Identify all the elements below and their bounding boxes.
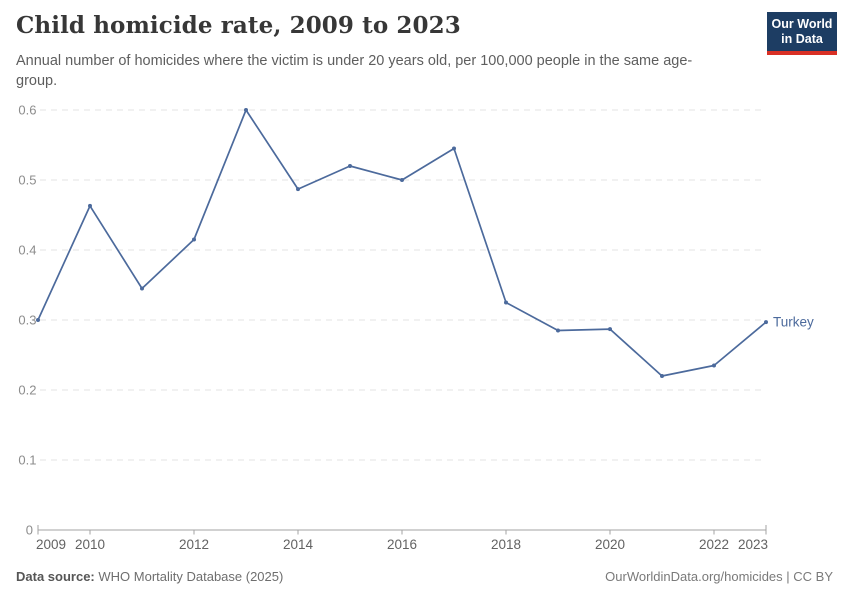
x-tick-label: 2010 [75, 537, 105, 552]
data-point-2019[interactable] [556, 328, 560, 333]
data-source-note: Data source: WHO Mortality Database (202… [16, 569, 283, 584]
x-tick-label: 2014 [283, 537, 314, 552]
series-end-label[interactable]: Turkey [773, 315, 814, 330]
y-tick-label: 0.5 [18, 173, 36, 188]
chart-svg: 0 0.1 0.2 0.3 0.4 0.5 0.6 2009 2010 2012 2014 2016 2… [18, 103, 814, 553]
data-point-2011[interactable] [140, 286, 144, 291]
owid-logo-line1: Our World [771, 17, 833, 31]
data-source-value: WHO Mortality Database (2025) [98, 569, 284, 584]
owid-logo-accent-bar [767, 51, 837, 55]
data-point-2010[interactable] [88, 203, 92, 208]
y-tick-label: 0.2 [18, 383, 36, 398]
data-point-2012[interactable] [192, 237, 196, 242]
data-point-2013[interactable] [244, 108, 248, 112]
chart-subtitle: Annual number of homicides where the vic… [16, 53, 693, 89]
owid-logo[interactable]: Our World in Data [767, 12, 837, 55]
x-tick-label: 2018 [491, 537, 521, 552]
series-line-turkey[interactable] [37, 109, 767, 377]
data-point-2020[interactable] [608, 327, 612, 332]
data-point-2018[interactable] [504, 300, 508, 305]
chart-footer: Data source: WHO Mortality Database (202… [16, 569, 833, 584]
line-chart: 0 0.1 0.2 0.3 0.4 0.5 0.6 2009 2010 2012 2014 2016 2… [0, 95, 850, 560]
page-title: Child homicide rate, 2009 to 2023 [16, 12, 461, 39]
data-point-2021[interactable] [660, 374, 664, 378]
x-tick-label: 2016 [387, 537, 417, 552]
y-tick-label: 0 [26, 523, 33, 538]
data-point-2014[interactable] [296, 187, 300, 192]
x-tick-label: 2020 [595, 537, 625, 552]
x-tick-label: 2012 [179, 537, 209, 552]
credit-line: OurWorldinData.org/homicides | CC BY [605, 569, 833, 584]
data-point-2022[interactable] [712, 363, 716, 368]
data-point-2009[interactable] [36, 318, 40, 322]
data-source-label: Data source: [16, 569, 95, 584]
x-tick-label: 2009 [36, 537, 66, 552]
data-point-2015[interactable] [348, 164, 352, 168]
owid-logo-line2: in Data [781, 32, 823, 46]
y-tick-label: 0.3 [18, 313, 36, 328]
y-tick-label: 0.6 [18, 103, 36, 118]
data-point-2023[interactable] [764, 320, 768, 325]
y-tick-label: 0.4 [18, 243, 36, 258]
x-tick-label: 2022 [699, 537, 729, 552]
data-point-2016[interactable] [400, 178, 404, 182]
y-tick-label: 0.1 [18, 453, 36, 468]
data-point-2017[interactable] [452, 146, 456, 151]
owid-logo-box: Our World in Data [767, 12, 837, 51]
x-tick-label: 2023 [738, 537, 768, 552]
